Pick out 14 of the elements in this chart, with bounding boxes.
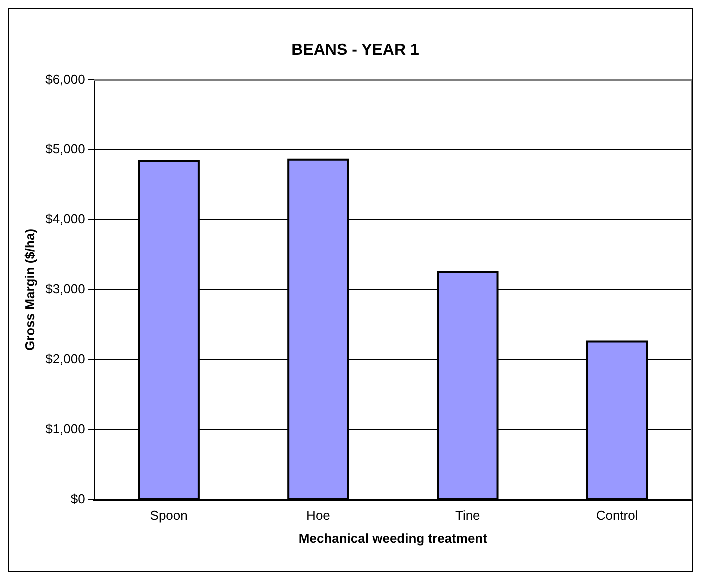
- y-tick-label: $3,000: [46, 282, 86, 297]
- x-axis-title: Mechanical weeding treatment: [298, 530, 488, 546]
- y-tick-label: $5,000: [46, 142, 86, 157]
- x-tick-label: Tine: [455, 508, 480, 524]
- y-tick-label: $6,000: [46, 72, 86, 87]
- x-tick-label: Control: [596, 508, 638, 524]
- y-axis-title: Gross Margin ($/ha): [22, 228, 38, 352]
- x-tick-label: Hoe: [306, 508, 330, 524]
- y-tick-label: $0: [70, 491, 86, 506]
- y-tick-label: $2,000: [46, 352, 86, 367]
- x-tick-label: Spoon: [150, 508, 188, 524]
- y-tick-label: $4,000: [46, 212, 86, 227]
- y-tick-label: $1,000: [46, 421, 86, 436]
- chart-title: BEANS - YEAR 1: [292, 42, 420, 60]
